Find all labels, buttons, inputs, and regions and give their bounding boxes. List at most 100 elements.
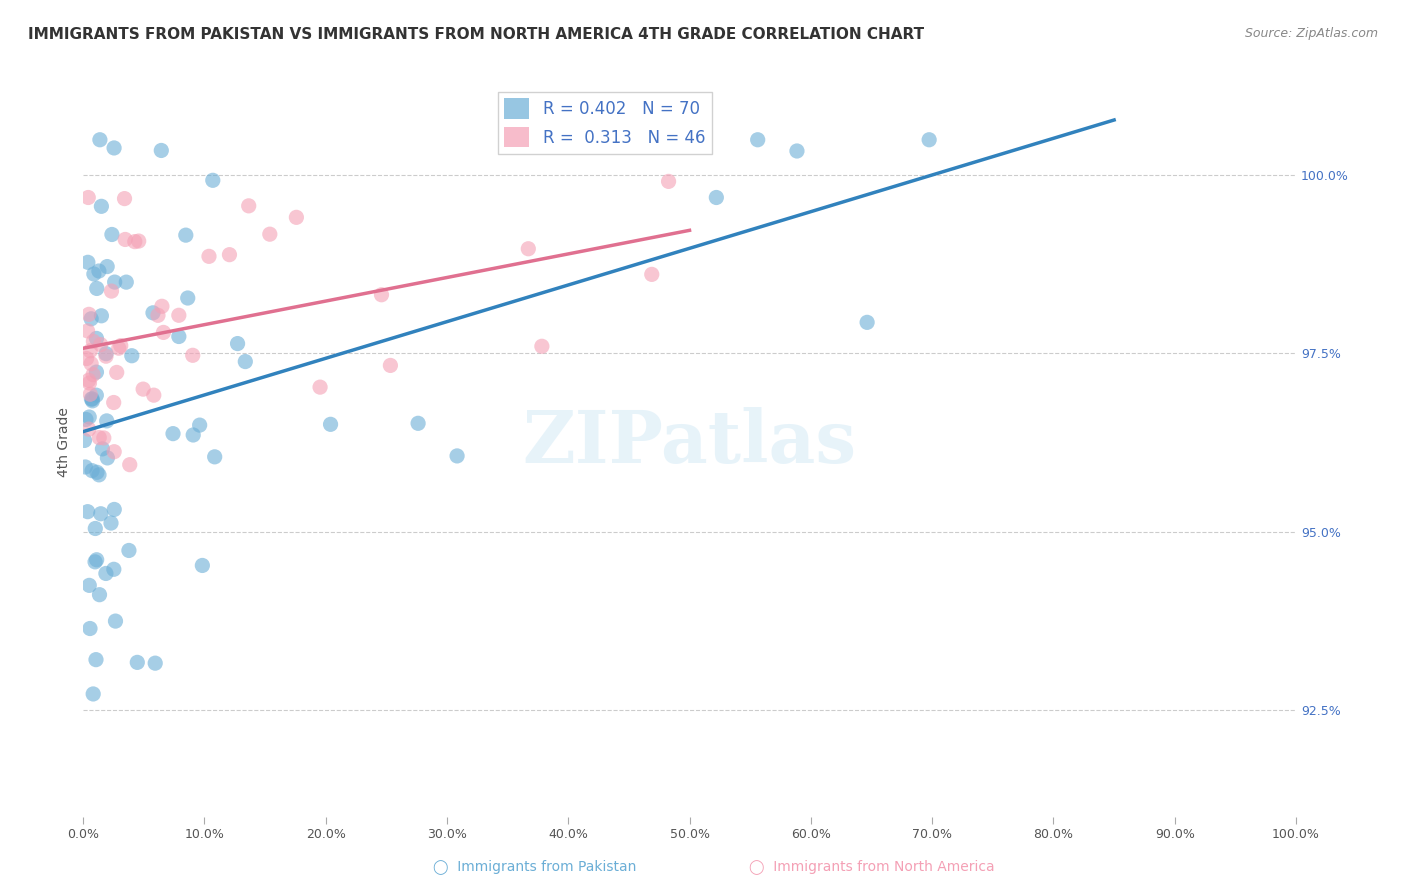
Immigrants from Pakistan xyxy=(191,558,214,573)
Immigrants from Pakistan xyxy=(177,291,200,305)
Immigrants from North America xyxy=(105,366,128,380)
Immigrants from Pakistan xyxy=(87,467,110,482)
Immigrants from North America xyxy=(380,359,402,373)
Immigrants from North America xyxy=(146,309,169,323)
Immigrants from Pakistan xyxy=(90,309,112,323)
Immigrants from North America xyxy=(82,334,104,349)
Immigrants from Pakistan xyxy=(104,275,127,289)
Immigrants from Pakistan xyxy=(79,622,101,636)
Immigrants from Pakistan xyxy=(94,346,117,360)
Immigrants from Pakistan xyxy=(76,255,98,269)
Immigrants from North America xyxy=(641,268,664,282)
Immigrants from Pakistan xyxy=(103,141,125,155)
Immigrants from North America xyxy=(89,431,111,445)
Immigrants from Pakistan xyxy=(115,275,138,289)
Immigrants from Pakistan xyxy=(83,267,105,281)
Immigrants from Pakistan xyxy=(96,260,118,274)
Immigrants from Pakistan xyxy=(87,264,110,278)
Immigrants from Pakistan xyxy=(100,516,122,530)
Immigrants from Pakistan xyxy=(84,521,107,535)
Immigrants from North America xyxy=(90,337,112,351)
Immigrants from Pakistan xyxy=(94,566,117,581)
Immigrants from Pakistan xyxy=(73,434,96,448)
Immigrants from Pakistan xyxy=(406,417,429,431)
Immigrants from Pakistan xyxy=(167,329,190,343)
Immigrants from Pakistan xyxy=(89,588,111,602)
Immigrants from North America xyxy=(76,351,98,366)
Immigrants from North America xyxy=(285,211,308,225)
Immigrants from North America xyxy=(79,343,101,358)
Immigrants from North America xyxy=(530,339,553,353)
Immigrants from Pakistan xyxy=(77,410,100,425)
Immigrants from North America xyxy=(103,444,125,458)
Immigrants from Pakistan xyxy=(82,687,104,701)
Immigrants from North America xyxy=(124,235,146,249)
Immigrants from North America xyxy=(94,349,117,363)
Immigrants from North America xyxy=(79,376,101,390)
Immigrants from Pakistan xyxy=(90,507,112,521)
Immigrants from Pakistan xyxy=(118,543,141,558)
Immigrants from Pakistan xyxy=(201,173,224,187)
Immigrants from Pakistan xyxy=(77,578,100,592)
Immigrants from North America xyxy=(100,284,122,298)
Immigrants from Pakistan xyxy=(150,144,173,158)
Immigrants from North America xyxy=(118,458,141,472)
Immigrants from Pakistan xyxy=(143,656,166,670)
Immigrants from Pakistan xyxy=(174,228,197,243)
Immigrants from Pakistan xyxy=(786,144,808,158)
Immigrants from North America xyxy=(110,338,132,352)
Immigrants from North America xyxy=(80,357,103,371)
Immigrants from Pakistan xyxy=(91,442,114,456)
Immigrants from Pakistan xyxy=(86,331,108,345)
Immigrants from North America xyxy=(103,395,125,409)
Immigrants from Pakistan xyxy=(918,133,941,147)
Immigrants from North America xyxy=(370,287,392,301)
Immigrants from Pakistan xyxy=(82,392,104,406)
Immigrants from Pakistan xyxy=(84,555,107,569)
Immigrants from Pakistan xyxy=(84,653,107,667)
Immigrants from Pakistan xyxy=(142,306,165,320)
Immigrants from Pakistan xyxy=(90,199,112,213)
Immigrants from Pakistan xyxy=(188,418,211,433)
Immigrants from Pakistan xyxy=(86,365,108,379)
Immigrants from North America xyxy=(114,232,136,246)
Immigrants from Pakistan xyxy=(86,281,108,295)
Immigrants from Pakistan xyxy=(319,417,342,432)
Immigrants from North America xyxy=(150,299,173,313)
Immigrants from North America xyxy=(181,348,204,362)
Immigrants from Pakistan xyxy=(103,562,125,576)
Immigrants from North America xyxy=(309,380,332,394)
Immigrants from North America xyxy=(77,373,100,387)
Immigrants from North America xyxy=(238,199,260,213)
Immigrants from Pakistan xyxy=(76,505,98,519)
Immigrants from Pakistan xyxy=(446,449,468,463)
Immigrants from Pakistan xyxy=(233,354,256,368)
Immigrants from Pakistan xyxy=(856,315,879,329)
Text: ZIPatlas: ZIPatlas xyxy=(523,407,856,478)
Immigrants from Pakistan xyxy=(181,428,204,442)
Immigrants from North America xyxy=(259,227,281,242)
Immigrants from Pakistan xyxy=(75,460,97,475)
Immigrants from Pakistan xyxy=(101,227,124,242)
Immigrants from North America xyxy=(114,192,136,206)
Immigrants from Pakistan xyxy=(80,392,103,406)
Text: IMMIGRANTS FROM PAKISTAN VS IMMIGRANTS FROM NORTH AMERICA 4TH GRADE CORRELATION : IMMIGRANTS FROM PAKISTAN VS IMMIGRANTS F… xyxy=(28,27,924,42)
Immigrants from Pakistan xyxy=(80,464,103,478)
Immigrants from North America xyxy=(517,242,540,256)
Text: ◯  Immigrants from North America: ◯ Immigrants from North America xyxy=(749,859,994,874)
Immigrants from North America xyxy=(77,190,100,204)
Immigrants from North America xyxy=(77,422,100,436)
Immigrants from Pakistan xyxy=(89,133,111,147)
Text: Source: ZipAtlas.com: Source: ZipAtlas.com xyxy=(1244,27,1378,40)
Immigrants from Pakistan xyxy=(103,502,125,516)
Immigrants from North America xyxy=(107,341,129,355)
Immigrants from Pakistan xyxy=(96,414,118,428)
Immigrants from Pakistan xyxy=(86,388,108,402)
Immigrants from Pakistan xyxy=(86,466,108,480)
Immigrants from Pakistan xyxy=(80,311,103,326)
Immigrants from North America xyxy=(658,174,681,188)
Immigrants from North America xyxy=(218,248,240,262)
Legend: R = 0.402   N = 70, R =  0.313   N = 46: R = 0.402 N = 70, R = 0.313 N = 46 xyxy=(498,92,711,154)
Y-axis label: 4th Grade: 4th Grade xyxy=(58,408,72,477)
Immigrants from North America xyxy=(77,307,100,321)
